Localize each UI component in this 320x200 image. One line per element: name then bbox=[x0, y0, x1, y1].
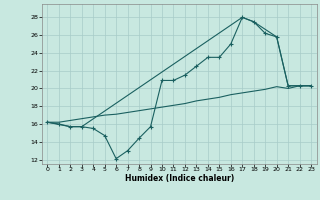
X-axis label: Humidex (Indice chaleur): Humidex (Indice chaleur) bbox=[124, 174, 234, 183]
